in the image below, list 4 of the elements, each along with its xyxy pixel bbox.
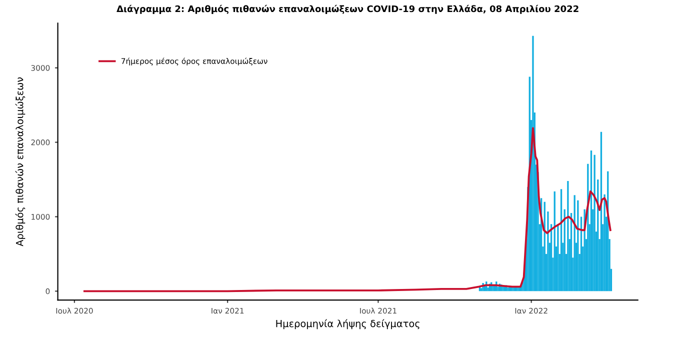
line-series [83,127,612,292]
y-axis-title: Αριθμός πιθανών επαναλοιμώξεων [15,77,26,246]
x-axis-title: Ημερομηνία λήψης δείγματος [276,319,420,330]
chart-title: Διάγραμμα 2: Αριθμός πιθανών επαναλοιμώξεων COVID-19 στην Ελλάδα, 08 Απριλίου 2022 [116,4,578,14]
